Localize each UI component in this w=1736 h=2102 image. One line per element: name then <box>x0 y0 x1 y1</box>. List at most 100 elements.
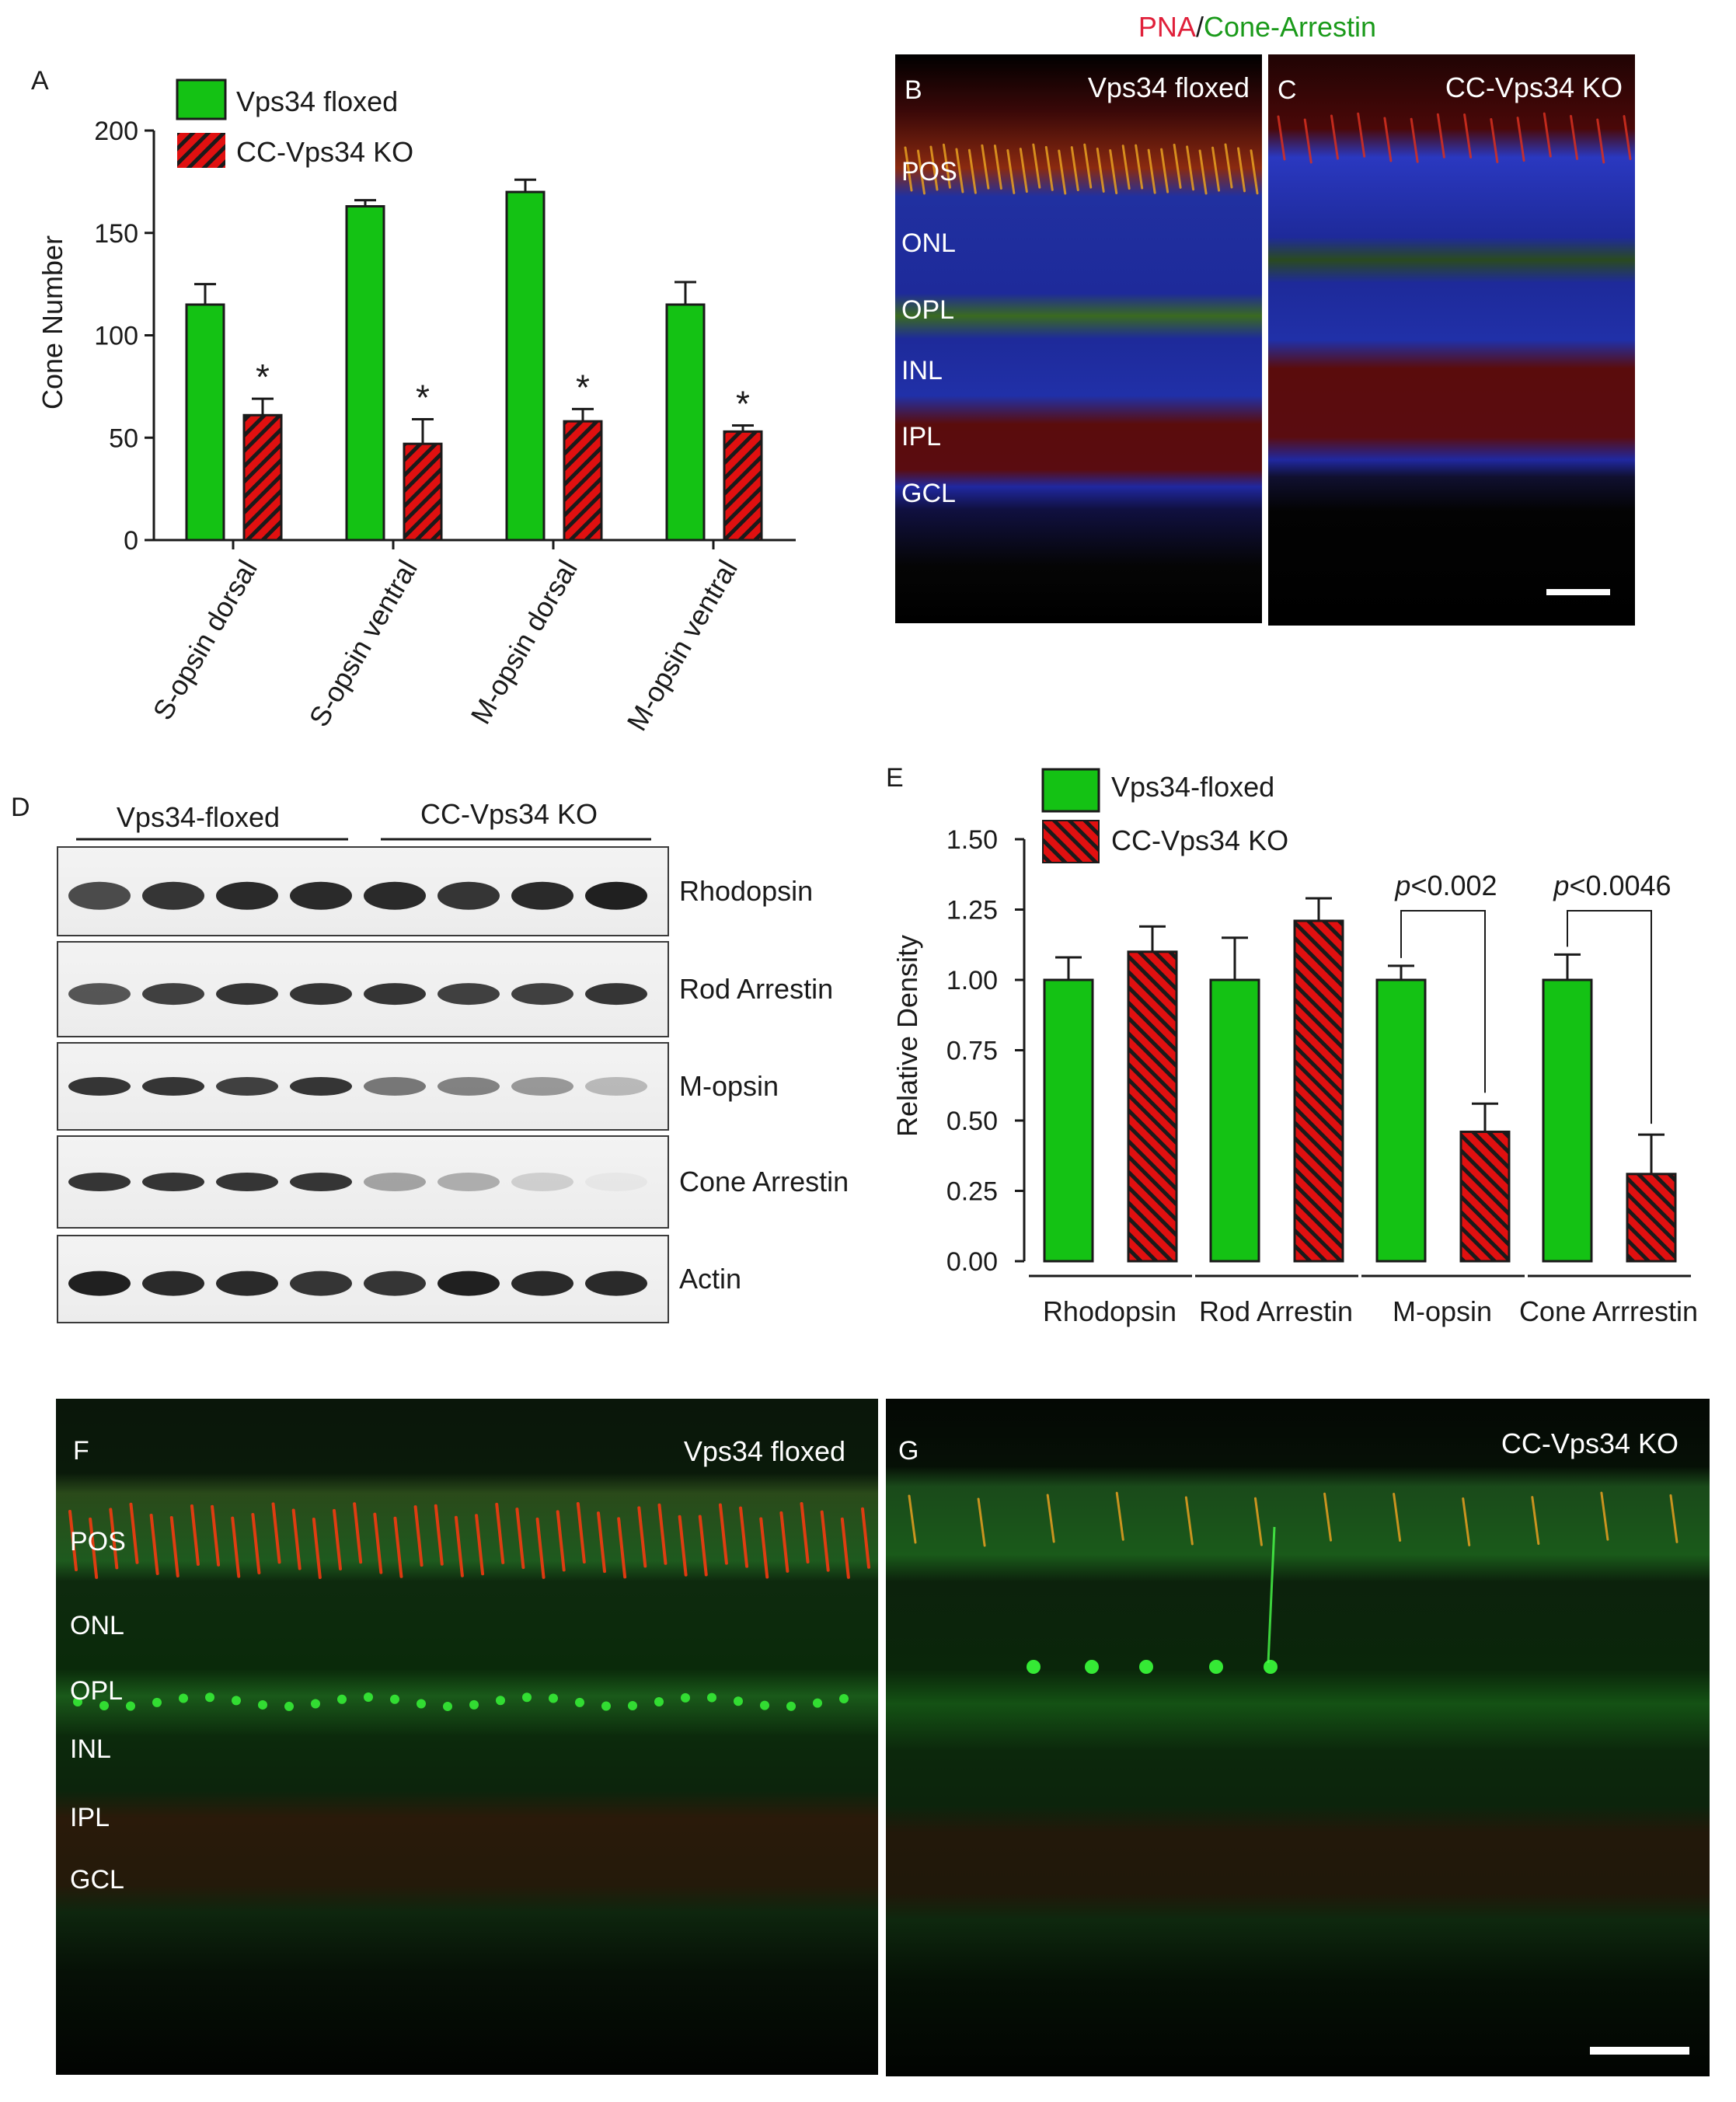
layer-label-f-onl: ONL <box>70 1611 124 1640</box>
bar-e-floxed-1 <box>1209 978 1260 1263</box>
legend-e-swatch-ko <box>1042 820 1100 863</box>
bar-a-ko-3 <box>723 430 763 542</box>
blot-band-4-4 <box>364 1271 426 1296</box>
micrograph-title-b: Vps34 floxed <box>1088 71 1250 103</box>
panel-c: C CC-Vps34 KO <box>1268 54 1635 626</box>
synaptic-terminal-f-0 <box>73 1697 82 1706</box>
panel-letter-b: B <box>905 75 922 105</box>
y-tick-label-a-2: 100 <box>94 322 138 351</box>
blot-band-4-3 <box>290 1271 352 1296</box>
cone-segment-b-20 <box>1160 148 1170 193</box>
blot-band-0-4 <box>364 881 426 910</box>
blot-label-1: Rod Arrestin <box>679 973 833 1005</box>
cone-segment-b-1 <box>916 149 926 195</box>
p-value-e-0: p<0.002 <box>1394 870 1497 901</box>
cone-segment-f-5 <box>169 1515 180 1577</box>
synaptic-terminal-f-2 <box>126 1701 135 1711</box>
cone-segment-b-19 <box>1147 148 1156 194</box>
y-tick-label-e-6: 1.50 <box>946 825 998 855</box>
bar-a-ko-0 <box>242 413 283 542</box>
bar-a-floxed-1 <box>345 204 385 542</box>
y-tick-label-e-2: 0.50 <box>946 1107 998 1136</box>
cone-segment-b-10 <box>1032 143 1041 189</box>
cone-segment-f-26 <box>597 1511 606 1574</box>
y-tick-label-a-0: 0 <box>124 526 138 556</box>
bar-e-ko-1 <box>1293 919 1344 1263</box>
cone-segment-g-10 <box>1600 1491 1609 1541</box>
cone-segment-f-23 <box>535 1517 546 1579</box>
synaptic-terminal-f-22 <box>654 1696 664 1706</box>
legend-e-label-ko: CC-Vps34 KO <box>1111 824 1288 856</box>
blot-band-0-0 <box>68 881 131 910</box>
legend-a-swatch-ko <box>177 133 225 168</box>
significance-star-a-3: * <box>736 383 750 424</box>
x-tick-label-e-0: Rhodopsin <box>1043 1295 1177 1327</box>
blot-label-4: Actin <box>679 1263 741 1295</box>
panel-d: D Vps34-floxed CC-Vps34 KO Rhodopsin Rod … <box>11 793 849 1323</box>
micrograph-g <box>886 1399 1710 2076</box>
cone-segment-f-39 <box>861 1507 870 1569</box>
cone-segment-g-4 <box>1184 1496 1194 1546</box>
cone-segment-f-24 <box>556 1510 566 1572</box>
layer-label-b-gcl: GCL <box>901 479 956 508</box>
cone-segment-b-16 <box>1109 149 1118 195</box>
cone-segment-b-5 <box>967 148 977 194</box>
cone-segment-c-7 <box>1463 113 1473 159</box>
cone-segment-f-12 <box>312 1517 322 1579</box>
photoreceptor-segments-c <box>1277 112 1632 164</box>
panel-a: A Vps34 floxed CC-Vps34 KO Cone Number 0… <box>31 66 796 736</box>
cone-segment-b-18 <box>1135 144 1144 190</box>
blot-band-2-4 <box>364 1077 426 1096</box>
legend-a-swatch-floxed <box>176 78 227 120</box>
synaptic-terminal-f-20 <box>601 1701 611 1711</box>
bar-e-ko-3 <box>1626 1173 1677 1263</box>
blot-band-1-2 <box>216 983 278 1006</box>
blot-label-3: Cone Arrestin <box>679 1166 849 1197</box>
cone-segment-c-13 <box>1623 115 1632 161</box>
cone-segment-b-22 <box>1186 145 1195 191</box>
panel-b: B Vps34 floxed POS ONL OPL INL IPL GCL <box>895 54 1262 623</box>
y-tick-label-a-3: 150 <box>94 219 138 249</box>
significance-star-a-2: * <box>576 367 590 407</box>
cone-segment-f-0 <box>68 1510 78 1571</box>
legend-a: Vps34 floxed CC-Vps34 KO <box>176 78 413 168</box>
blot-band-0-2 <box>216 881 278 910</box>
cone-segment-f-1 <box>89 1517 99 1579</box>
cone-segment-c-4 <box>1383 117 1393 162</box>
cone-segment-g-0 <box>908 1494 917 1544</box>
cone-segment-f-16 <box>393 1516 403 1578</box>
cone-segment-f-20 <box>475 1514 485 1576</box>
cone-segment-f-29 <box>657 1503 668 1565</box>
blot-band-4-6 <box>511 1271 573 1296</box>
cone-segment-f-34 <box>759 1517 769 1579</box>
cone-segment-f-15 <box>373 1512 383 1574</box>
significance-star-a-0: * <box>256 357 270 397</box>
x-tick-label-a-1: S-opsin ventral <box>302 555 424 732</box>
y-tick-label-a-1: 50 <box>109 424 138 453</box>
cone-segment-f-3 <box>129 1502 139 1564</box>
group-label-ko: CC-Vps34 KO <box>420 798 598 830</box>
cone-segment-b-6 <box>981 144 990 190</box>
blot-band-0-3 <box>290 881 352 910</box>
y-tick-label-a-4: 200 <box>94 117 138 146</box>
micrograph-title-f: Vps34 floxed <box>684 1435 845 1467</box>
bar-e-floxed-0 <box>1043 978 1094 1263</box>
synaptic-terminal-f-14 <box>443 1701 452 1711</box>
blot-band-3-1 <box>142 1173 204 1191</box>
blot-band-0-6 <box>511 881 573 910</box>
layer-label-f-inl: INL <box>70 1734 111 1764</box>
blot-band-4-1 <box>142 1271 204 1296</box>
synaptic-terminal-f-1 <box>99 1701 109 1711</box>
significance-annotations-e: p<0.002 p<0.0046 <box>1394 870 1672 1124</box>
p-value-text-e-0: <0.002 <box>1410 870 1497 901</box>
cone-segment-b-4 <box>955 148 964 193</box>
blot-band-3-3 <box>290 1173 352 1191</box>
synaptic-terminal-f-21 <box>628 1701 637 1711</box>
layer-labels-f: POS ONL OPL INL IPL GCL <box>70 1527 126 1895</box>
cone-segment-f-35 <box>779 1511 790 1573</box>
blot-band-0-5 <box>437 881 500 910</box>
synaptic-terminal-f-4 <box>179 1693 188 1703</box>
y-ticks-e: 0.00 0.25 0.50 0.75 1.00 1.25 1.50 <box>946 825 1024 1277</box>
significance-bracket-e-0 <box>1400 910 1486 1093</box>
synaptic-terminal-f-6 <box>232 1696 241 1706</box>
